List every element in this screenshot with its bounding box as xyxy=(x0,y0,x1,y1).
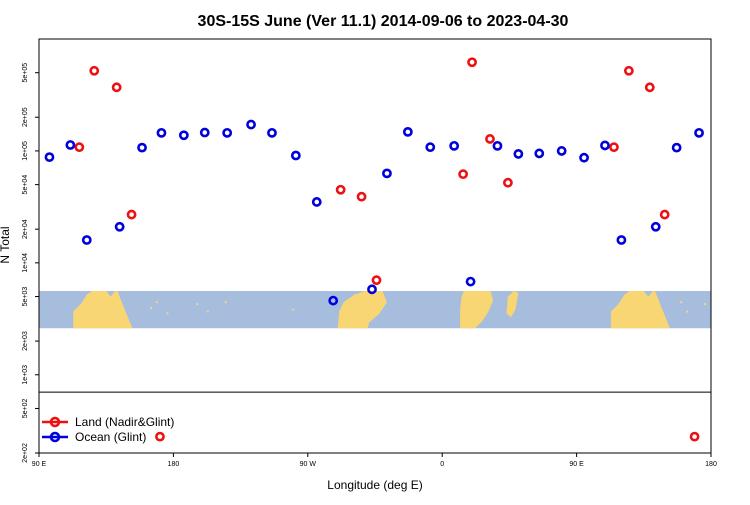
ocean-point xyxy=(65,140,76,150)
map-island xyxy=(703,302,707,306)
ocean-point xyxy=(290,150,301,161)
land-point xyxy=(74,142,85,153)
x-tick-label: 180 xyxy=(705,461,717,468)
map-island xyxy=(166,312,169,315)
land-point xyxy=(485,134,495,144)
legend: Land (Nadir&Glint) Ocean (Glint) xyxy=(42,415,174,444)
y-tick-label: 1e+03 xyxy=(22,365,29,385)
world-map-band xyxy=(39,291,711,329)
land-point xyxy=(89,65,100,76)
ocean-point xyxy=(694,127,704,138)
map-landmass xyxy=(506,291,519,318)
ocean-point xyxy=(534,148,545,159)
land-point xyxy=(371,275,382,286)
ocean-point xyxy=(650,221,661,232)
ocean-point xyxy=(425,142,436,153)
ocean-point xyxy=(156,127,167,138)
map-landmass xyxy=(460,291,493,329)
map-landmass xyxy=(337,291,387,329)
ocean-point xyxy=(199,127,210,138)
map-island xyxy=(686,310,689,313)
land-point xyxy=(467,57,477,68)
ocean-point xyxy=(579,152,589,163)
map-island xyxy=(224,301,227,304)
map-landmass xyxy=(610,291,670,329)
y-tick-label: 1e+05 xyxy=(22,141,29,161)
ocean-point xyxy=(267,127,277,138)
y-tick-label: 2e+03 xyxy=(22,331,29,351)
x-tick-label: 0 xyxy=(440,461,444,468)
legend-ocean-label: Ocean (Glint) xyxy=(75,430,146,444)
ocean-point xyxy=(382,168,392,179)
ocean-point xyxy=(81,235,92,245)
map-island xyxy=(155,301,159,304)
y-tick-label: 2e+04 xyxy=(22,219,29,239)
land-point xyxy=(155,431,165,442)
ocean-point xyxy=(222,127,233,138)
land-point xyxy=(503,177,513,188)
land-point xyxy=(356,191,367,202)
land-point xyxy=(335,184,346,195)
axis-ticks: 90 E 180 90 W 0 90 E 180 2e+02 5e+02 1e+03 2e+03 5… xyxy=(22,63,717,468)
x-tick-label: 90 W xyxy=(300,461,317,468)
ocean-point xyxy=(465,276,476,287)
y-tick-label: 5e+02 xyxy=(22,399,29,419)
ocean-point xyxy=(616,235,627,245)
data-points xyxy=(44,57,704,442)
y-axis-label: N Total xyxy=(0,226,12,263)
land-point xyxy=(126,209,137,220)
y-tick-label: 2e+02 xyxy=(22,443,29,463)
map-island xyxy=(680,301,683,304)
ocean-point xyxy=(671,142,682,153)
land-point xyxy=(689,431,700,442)
land-point xyxy=(458,169,469,180)
land-point xyxy=(659,209,670,220)
y-tick-label: 5e+03 xyxy=(22,287,29,307)
map-landmass xyxy=(73,291,133,329)
x-tick-label: 90 E xyxy=(32,461,47,468)
chart-title: 30S-15S June (Ver 11.1) 2014-09-06 to 20… xyxy=(198,13,569,30)
ocean-point xyxy=(513,149,524,159)
ocean-point xyxy=(137,142,147,153)
ocean-point xyxy=(311,197,322,207)
plot-frame xyxy=(38,38,712,454)
map-land xyxy=(73,291,707,329)
map-island xyxy=(291,308,294,311)
y-tick-label: 2e+05 xyxy=(22,107,29,127)
legend-land-marker xyxy=(49,416,61,428)
ocean-point xyxy=(449,140,460,151)
ocean-point xyxy=(328,295,339,306)
ocean-point xyxy=(114,221,125,232)
land-point xyxy=(609,142,619,153)
legend-ocean-marker xyxy=(49,431,61,443)
x-axis-label: Longitude (deg E) xyxy=(327,478,422,492)
ocean-point xyxy=(44,152,55,163)
x-tick-label: 90 E xyxy=(569,461,584,468)
y-tick-label: 1e+04 xyxy=(22,253,29,273)
ocean-point xyxy=(556,146,567,156)
land-point xyxy=(623,65,634,76)
x-tick-label: 180 xyxy=(168,461,180,468)
ocean-point xyxy=(178,130,189,141)
map-island xyxy=(206,310,209,313)
y-tick-label: 5e+04 xyxy=(22,175,29,195)
land-point xyxy=(644,82,655,93)
y-tick-label: 5e+05 xyxy=(22,63,29,83)
ocean-point xyxy=(402,126,413,137)
ocean-point xyxy=(367,284,377,295)
map-island xyxy=(149,306,153,309)
legend-land-label: Land (Nadir&Glint) xyxy=(75,415,174,429)
ocean-point xyxy=(600,140,610,151)
ocean-point xyxy=(492,140,503,151)
ocean-point xyxy=(246,119,256,130)
land-point xyxy=(111,82,122,93)
map-island xyxy=(196,302,199,306)
